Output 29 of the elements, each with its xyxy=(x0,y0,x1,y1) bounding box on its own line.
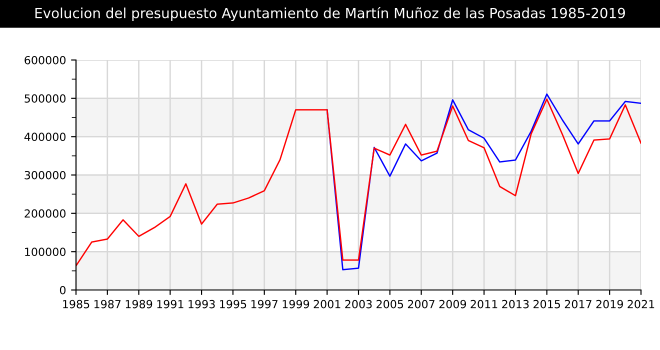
x-tick-label: 2003 xyxy=(345,300,372,308)
y-tick-label: 600000 xyxy=(24,56,66,64)
y-tick-label: 200000 xyxy=(24,209,66,218)
line-series xyxy=(326,93,641,270)
x-tick-label: 2013 xyxy=(502,300,529,308)
x-tick-label: 2005 xyxy=(376,300,404,308)
x-tick-label: 2001 xyxy=(314,300,340,308)
line-series xyxy=(76,98,641,267)
x-tick-label: 2009 xyxy=(439,300,466,308)
x-tick-label: 1985 xyxy=(63,300,90,308)
chart-title: Evolucion del presupuesto Ayuntamiento de Martín Muñoz de las Posadas 1985-2019 xyxy=(35,7,625,21)
x-tick-label: 2011 xyxy=(470,300,498,308)
y-tick-label: 300000 xyxy=(24,170,66,180)
x-tick-label: 1987 xyxy=(94,300,121,308)
x-tick-label: 1995 xyxy=(220,300,246,308)
x-tick-label: 2019 xyxy=(596,300,623,308)
x-tick-label: 1989 xyxy=(126,300,152,308)
y-tick-label: 100000 xyxy=(25,248,66,256)
y-tick-label: 0 xyxy=(60,286,66,294)
x-tick-label: 2021 xyxy=(628,300,654,308)
x-tick-label: 1993 xyxy=(188,300,215,308)
x-tick-label: 2007 xyxy=(408,300,434,308)
x-tick-label: 1991 xyxy=(157,300,184,308)
x-tick-label: 2015 xyxy=(534,300,560,308)
y-tick-label: 400000 xyxy=(24,132,66,142)
x-tick-label: 1999 xyxy=(282,300,310,308)
x-tick-label: 1997 xyxy=(251,300,278,308)
y-tick-label: 500000 xyxy=(24,94,66,103)
x-tick-label: 2017 xyxy=(564,300,592,308)
